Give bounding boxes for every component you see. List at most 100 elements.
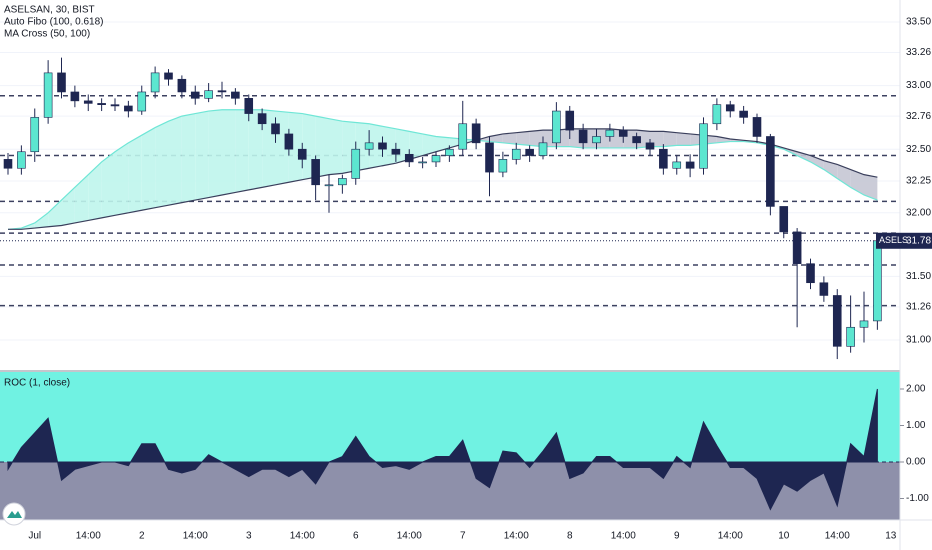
candle-body bbox=[97, 103, 106, 105]
candle-body bbox=[578, 129, 588, 144]
ma-fill bbox=[195, 111, 209, 201]
candle-body bbox=[498, 159, 508, 173]
x-tick-label: 7 bbox=[460, 531, 466, 542]
candle-body bbox=[618, 129, 628, 137]
x-tick-label: 14:00 bbox=[825, 531, 850, 542]
ma-fill bbox=[837, 164, 851, 188]
ma-fill bbox=[208, 109, 222, 198]
y-tick-label: 33.00 bbox=[906, 80, 931, 91]
candle-body bbox=[712, 104, 722, 125]
x-tick-label: 14:00 bbox=[718, 531, 743, 542]
candle-body bbox=[471, 123, 481, 144]
x-tick-label: 14:00 bbox=[611, 531, 636, 542]
candle-body bbox=[511, 148, 521, 160]
candle-body bbox=[873, 240, 882, 322]
ma-fill bbox=[810, 155, 824, 170]
x-tick-label: 3 bbox=[246, 531, 252, 542]
candle-body bbox=[846, 326, 855, 347]
candle-body bbox=[17, 151, 26, 169]
candle-body bbox=[792, 231, 802, 264]
candle-body bbox=[391, 148, 401, 155]
candle-body bbox=[672, 161, 682, 169]
ma-fill bbox=[34, 212, 49, 229]
y-tick-label: 32.50 bbox=[906, 144, 931, 155]
ma-fill bbox=[168, 116, 182, 206]
candle-body bbox=[378, 142, 387, 150]
candle-body bbox=[190, 91, 200, 99]
candle-body bbox=[351, 148, 361, 179]
x-tick-label: 10 bbox=[778, 531, 790, 542]
ma-fill bbox=[436, 136, 450, 152]
candle-body bbox=[565, 110, 575, 131]
candle-body bbox=[779, 206, 789, 233]
roc-area bbox=[7, 388, 878, 511]
candle-body bbox=[752, 117, 762, 137]
candle-body bbox=[244, 98, 254, 114]
candle-body bbox=[150, 72, 160, 93]
x-tick-label: 14:00 bbox=[183, 531, 208, 542]
price-tag bbox=[876, 232, 932, 249]
price-tag-symbol: ASELS bbox=[879, 235, 908, 245]
candle-body bbox=[204, 90, 213, 99]
ma-fill bbox=[502, 132, 517, 145]
y-tick-label: 32.25 bbox=[906, 176, 931, 187]
x-tick-label: 14:00 bbox=[397, 531, 422, 542]
candle-body bbox=[57, 72, 66, 93]
roc-upper-bg bbox=[0, 372, 900, 463]
candle-body bbox=[806, 263, 815, 284]
ma-fill bbox=[74, 174, 89, 223]
ma-fill bbox=[141, 127, 156, 211]
ma-fill bbox=[101, 151, 115, 218]
y-tick-label: 0.00 bbox=[906, 457, 926, 468]
candle-body bbox=[137, 91, 147, 112]
candle-body bbox=[30, 117, 40, 153]
ma-fill bbox=[797, 151, 811, 162]
candle-body bbox=[284, 133, 294, 150]
ma-fill bbox=[61, 187, 75, 226]
indicator-title: ROC (1, close) bbox=[4, 378, 70, 389]
x-tick-label: 2 bbox=[139, 531, 145, 542]
y-tick-label: 31.26 bbox=[906, 302, 931, 313]
y-tick-label: 32.76 bbox=[906, 111, 931, 122]
y-tick-label: -1.00 bbox=[906, 493, 929, 504]
candle-body bbox=[525, 148, 534, 156]
candle-body bbox=[70, 91, 80, 102]
candle-body bbox=[766, 136, 775, 207]
logo[interactable] bbox=[2, 502, 26, 526]
candle-body bbox=[592, 136, 601, 144]
candle-body bbox=[605, 129, 615, 137]
candle-body bbox=[297, 148, 307, 160]
ma-fill bbox=[823, 160, 838, 179]
chart-title: ASELSAN, 30, BIST bbox=[4, 5, 95, 16]
ma-fill bbox=[288, 112, 303, 183]
candle-body bbox=[685, 161, 695, 169]
x-tick-label: 6 bbox=[353, 531, 359, 542]
ma-fill bbox=[329, 118, 343, 175]
ma-fill bbox=[181, 113, 196, 203]
y-tick-label: 32.00 bbox=[906, 207, 931, 218]
ma-fill bbox=[676, 132, 691, 146]
x-tick-label: Jul bbox=[28, 531, 41, 542]
ma-fill bbox=[88, 161, 102, 221]
candle-body bbox=[3, 159, 13, 169]
ma-fill bbox=[48, 200, 62, 227]
ma-fill bbox=[369, 123, 383, 169]
ma-fill bbox=[128, 135, 142, 213]
ma-fill bbox=[235, 109, 249, 193]
price-tag-value: 31.78 bbox=[906, 235, 931, 246]
indicator-label: Auto Fibo (100, 0.618) bbox=[4, 17, 104, 28]
candle-body bbox=[324, 184, 334, 187]
y-tick-label: 33.26 bbox=[906, 47, 931, 58]
ma-fill bbox=[382, 126, 396, 166]
ma-fill bbox=[716, 136, 731, 143]
ma-fill bbox=[115, 142, 129, 216]
candle-body bbox=[43, 72, 53, 118]
y-tick-label: 31.00 bbox=[906, 335, 931, 346]
candle-body bbox=[404, 153, 414, 163]
ma-fill bbox=[663, 131, 677, 147]
ma-line bbox=[8, 128, 878, 230]
candle-body bbox=[124, 105, 133, 112]
candle-body bbox=[83, 100, 93, 104]
candle-body bbox=[538, 142, 548, 156]
